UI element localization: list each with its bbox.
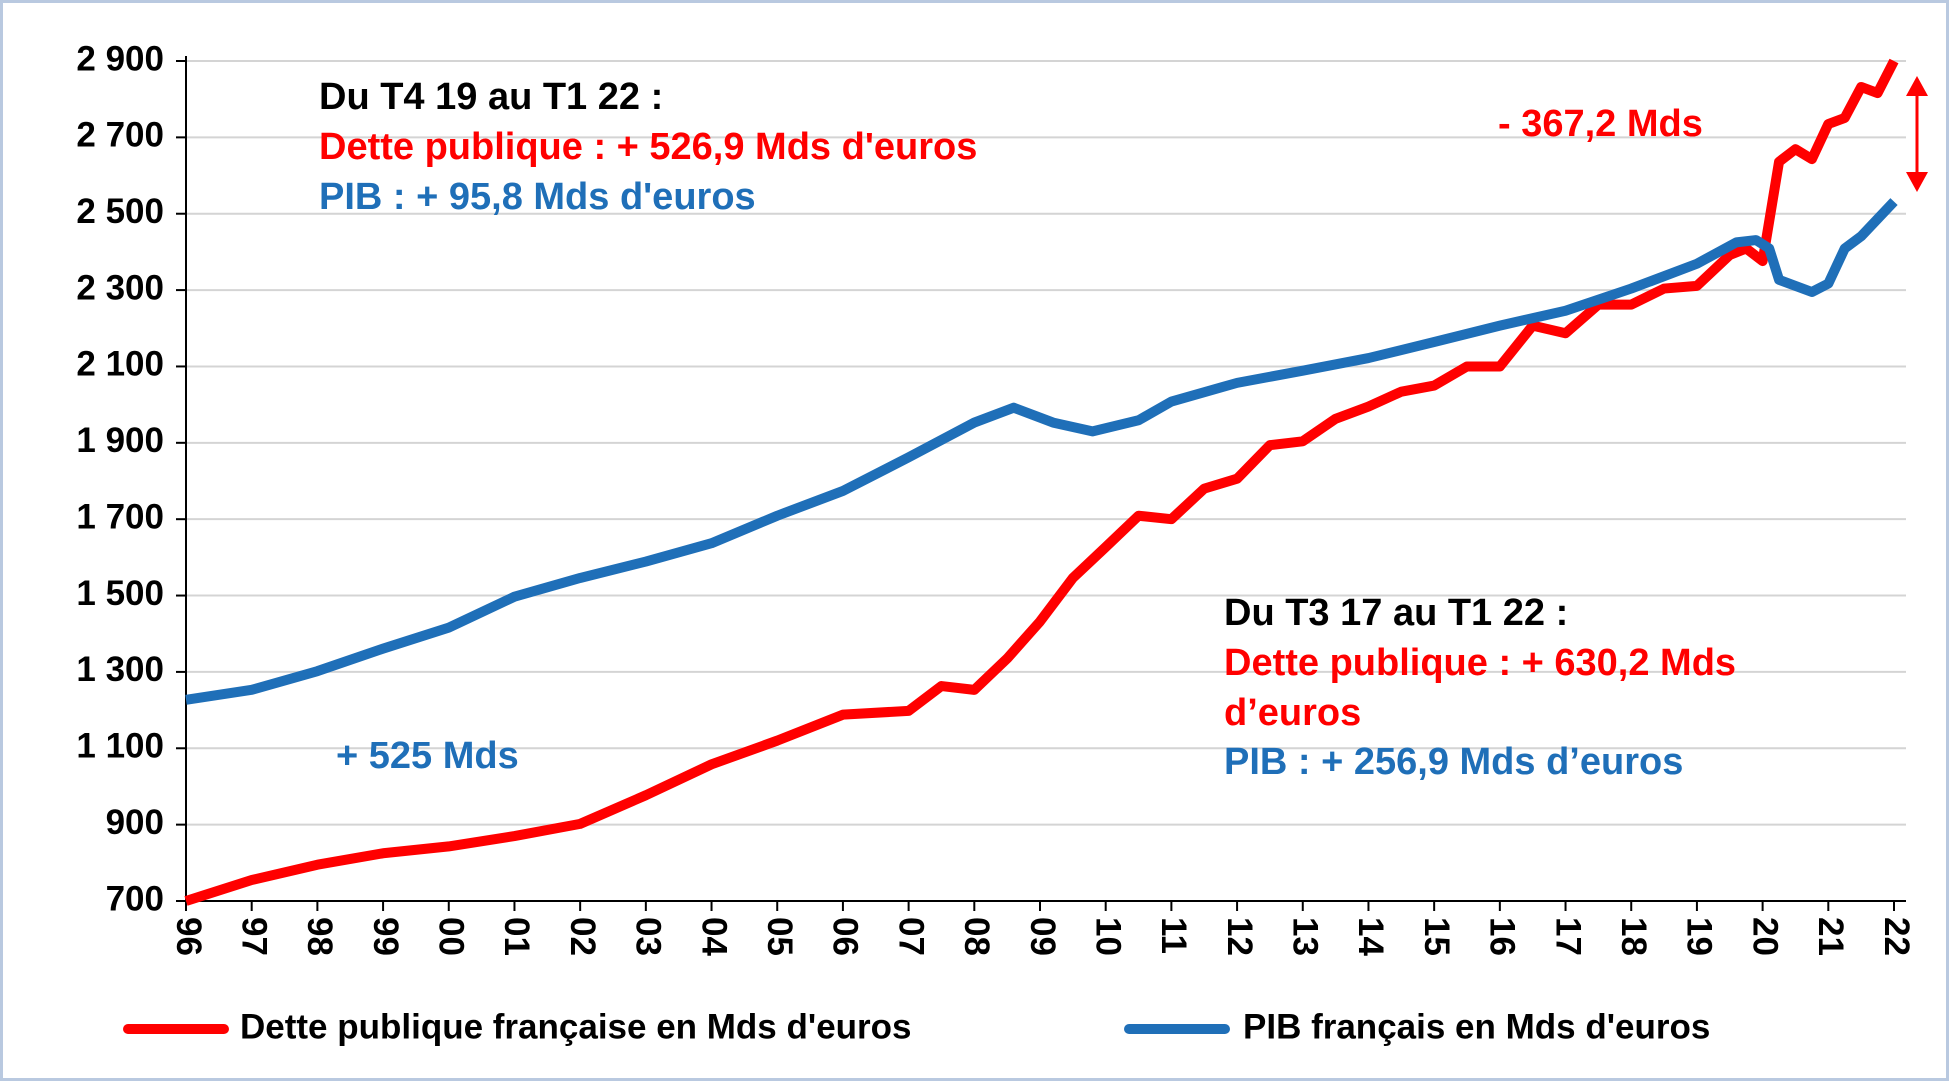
annotation: PIB : + 256,9 Mds d’euros [1224, 741, 1683, 783]
x-tick-label: 01 [497, 917, 536, 956]
y-tick-label: 700 [106, 879, 164, 918]
x-tick-label: 96 [169, 917, 208, 956]
line-series [184, 58, 1899, 906]
x-tick-label: 11 [1154, 917, 1193, 954]
annotation: d’euros [1224, 692, 1361, 734]
x-tick-label: 07 [891, 917, 930, 956]
x-tick-label: 12 [1220, 917, 1259, 956]
x-tick-label: 15 [1417, 917, 1456, 956]
annotation: Dette publique : + 526,9 Mds d'euros [319, 126, 977, 168]
annotation: + 525 Mds [336, 735, 519, 777]
legend-label: PIB français en Mds d'euros [1243, 1007, 1710, 1046]
y-tick-label: 2 100 [76, 345, 164, 384]
x-tick-label: 98 [300, 917, 339, 956]
y-tick-label: 2 900 [76, 39, 164, 78]
x-tick-label: 20 [1745, 917, 1784, 956]
x-tick-label: 17 [1548, 917, 1587, 956]
line-series [185, 198, 1898, 705]
y-tick-label: 1 100 [76, 727, 164, 766]
annotation: - 367,2 Mds [1498, 103, 1703, 145]
gap-arrow [1906, 76, 1928, 192]
x-tick-label: 13 [1286, 917, 1325, 956]
y-tick-label: 1 300 [76, 650, 164, 689]
x-tick-label: 10 [1088, 917, 1127, 956]
x-tick-label: 05 [760, 917, 799, 956]
legend-label: Dette publique française en Mds d'euros [240, 1007, 912, 1046]
y-tick-label: 1 500 [76, 574, 164, 613]
x-tick-label: 04 [694, 917, 733, 956]
x-tick-label: 00 [432, 917, 471, 956]
x-tick-label: 08 [957, 917, 996, 956]
y-tick-label: 900 [106, 803, 164, 842]
x-tick-label: 14 [1351, 917, 1390, 956]
y-tick-label: 1 700 [76, 497, 164, 536]
x-tick-label: 02 [563, 917, 602, 956]
y-tick-label: 2 700 [76, 116, 164, 155]
x-tick-label: 99 [366, 917, 405, 956]
x-tick-label: 21 [1811, 917, 1850, 956]
x-tick-label: 22 [1877, 917, 1916, 956]
x-tick-label: 09 [1023, 917, 1062, 956]
annotation: Dette publique : + 630,2 Mds [1224, 642, 1736, 684]
y-tick-label: 1 900 [76, 421, 164, 460]
x-tick-label: 03 [629, 917, 668, 956]
annotation: Du T3 17 au T1 22 : [1224, 592, 1568, 634]
annotation: Du T4 19 au T1 22 : [319, 76, 663, 118]
x-tick-label: 97 [234, 917, 273, 956]
y-tick-label: 2 300 [76, 268, 164, 307]
x-tick-label: 19 [1680, 917, 1719, 956]
y-tick-label: 2 500 [76, 192, 164, 231]
x-tick-label: 16 [1483, 917, 1522, 956]
x-tick-label: 18 [1614, 917, 1653, 956]
annotation: PIB : + 95,8 Mds d'euros [319, 176, 756, 218]
x-tick-label: 06 [826, 917, 865, 956]
